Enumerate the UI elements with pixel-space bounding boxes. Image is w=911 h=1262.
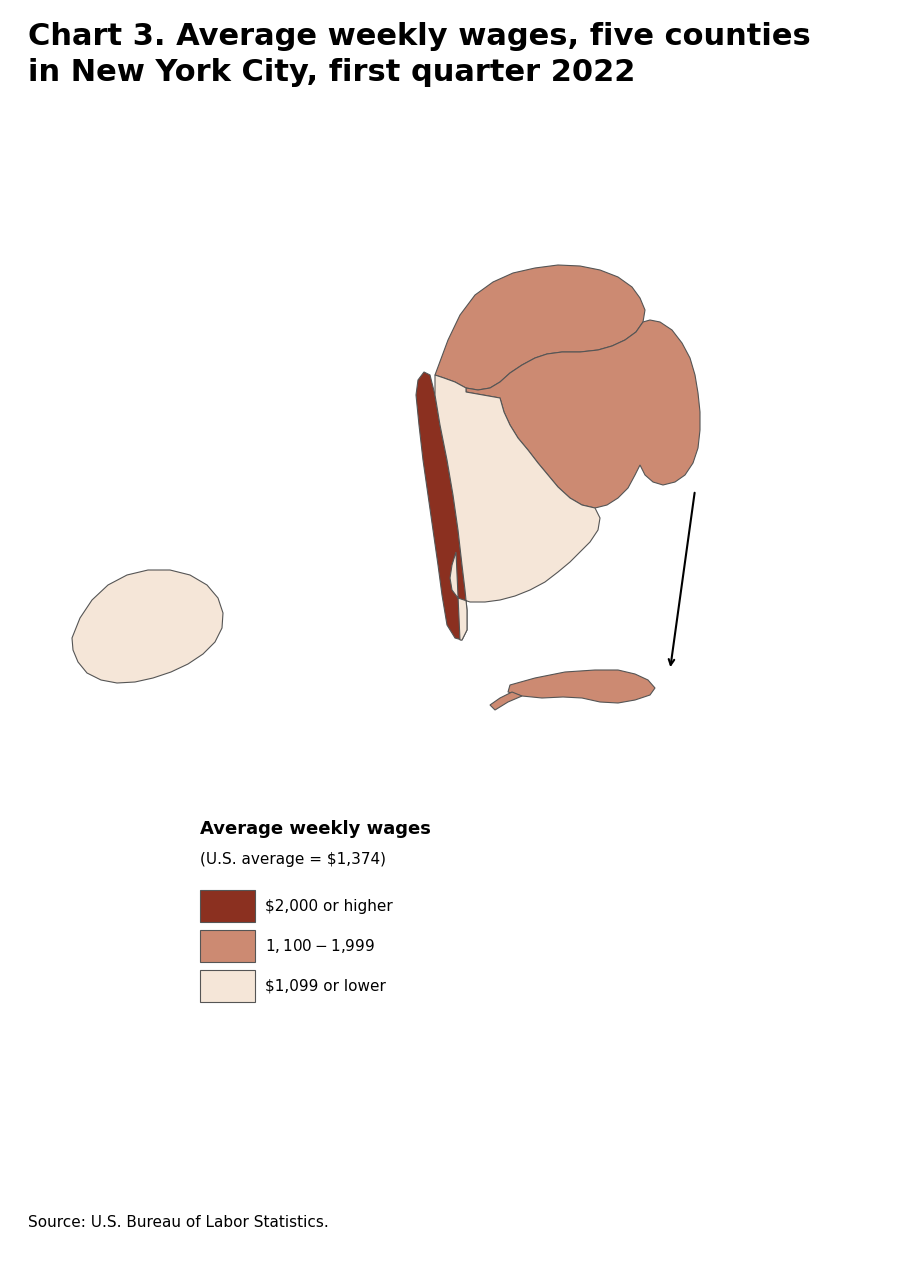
Polygon shape bbox=[72, 570, 223, 683]
Polygon shape bbox=[466, 321, 700, 509]
Text: $1,100 - $1,999: $1,100 - $1,999 bbox=[265, 936, 374, 955]
Text: Average weekly wages: Average weekly wages bbox=[200, 820, 430, 838]
Polygon shape bbox=[435, 265, 644, 390]
Polygon shape bbox=[507, 670, 654, 703]
Polygon shape bbox=[435, 375, 599, 640]
Text: Chart 3. Average weekly wages, five counties
in New York City, first quarter 202: Chart 3. Average weekly wages, five coun… bbox=[28, 21, 810, 87]
Bar bbox=[200, 970, 255, 1002]
Bar bbox=[200, 890, 255, 923]
Bar bbox=[200, 930, 255, 962]
Text: Source: U.S. Bureau of Labor Statistics.: Source: U.S. Bureau of Labor Statistics. bbox=[28, 1215, 328, 1230]
Text: (U.S. average = $1,374): (U.S. average = $1,374) bbox=[200, 852, 385, 867]
Text: $1,099 or lower: $1,099 or lower bbox=[265, 978, 385, 993]
Text: $2,000 or higher: $2,000 or higher bbox=[265, 899, 393, 914]
Polygon shape bbox=[415, 372, 466, 640]
Polygon shape bbox=[489, 692, 521, 711]
